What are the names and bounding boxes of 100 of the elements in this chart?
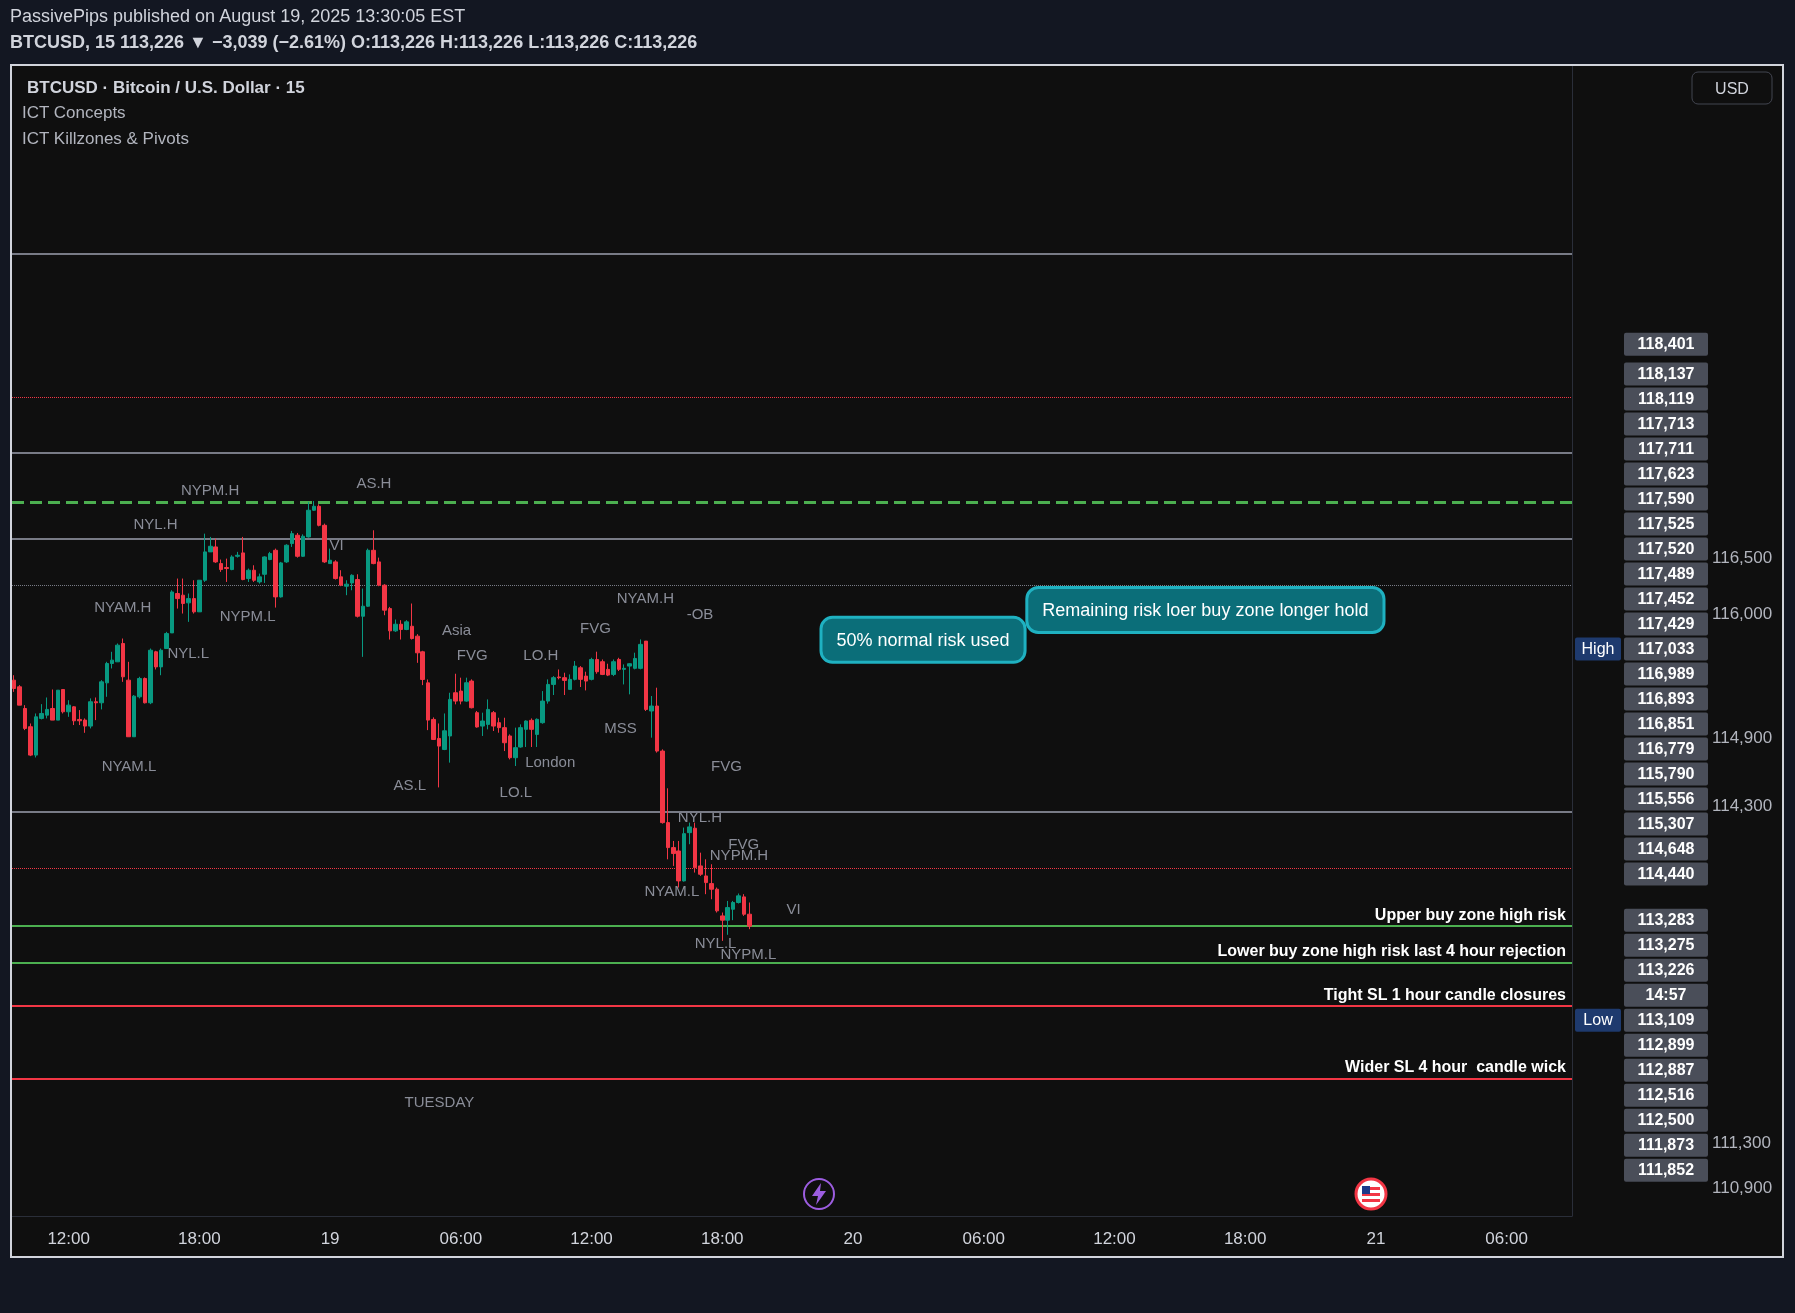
y-tick-label: 114,900: [1712, 728, 1773, 748]
text: 113,109: [1637, 1011, 1695, 1029]
candlestick: [66, 699, 71, 718]
x-tick-label: 19: [320, 1229, 340, 1248]
x-tick-label: 12:00: [1093, 1229, 1136, 1248]
x-tick-label: 21: [1366, 1229, 1386, 1248]
x-tick-label: 06:00: [1485, 1229, 1528, 1248]
annotation: Asia: [442, 621, 472, 638]
annotation: VI: [786, 900, 801, 918]
text: 114,440: [1637, 865, 1695, 883]
candlestick: [469, 678, 474, 709]
text: 111,873: [1637, 1136, 1695, 1154]
annotation: AS.L: [393, 776, 427, 794]
text: 114,648: [1637, 840, 1695, 858]
candlestick: [159, 648, 163, 676]
text: 112,899: [1637, 1036, 1695, 1054]
annotation: ICT Concepts: [22, 103, 126, 122]
candlestick: [622, 663, 626, 685]
ref-line-label: Wider SL 4 hour candle wick: [1345, 1057, 1567, 1075]
text: 113,283: [1637, 911, 1695, 929]
candlestick: [126, 661, 131, 738]
x-tick-label: 12:00: [570, 1229, 613, 1248]
candlestick: [192, 579, 196, 615]
candlestick: [94, 696, 98, 721]
text: 116,989: [1637, 665, 1695, 683]
text: 116,893: [1637, 690, 1695, 708]
annotation: VI: [329, 535, 344, 553]
candlestick: [213, 538, 218, 564]
annotation: LO.H: [523, 646, 559, 664]
candlestick: [273, 548, 278, 609]
text: 118,119: [1637, 390, 1695, 408]
annotation: London: [525, 753, 576, 771]
annotation: NYAM.H: [94, 598, 152, 615]
y-axis-title: USD: [1715, 79, 1749, 97]
candlestick: [328, 548, 332, 565]
candlestick: [257, 573, 262, 585]
x-tick-label: 18:00: [178, 1229, 221, 1248]
text: 111,852: [1637, 1161, 1695, 1179]
candlestick: [617, 657, 621, 672]
annotation: MSS: [604, 718, 637, 736]
annotation: 50% normal risk used: [836, 629, 1010, 650]
annotation: NYAM.L: [644, 882, 700, 900]
annotation: NYAM.H: [616, 588, 674, 606]
candlestick: [687, 822, 692, 845]
y-tick-label: 111,300: [1712, 1133, 1771, 1153]
text: 117,713: [1637, 415, 1695, 433]
text: 117,033: [1637, 640, 1695, 658]
x-tick-label: 06:00: [439, 1229, 483, 1248]
text: 117,711: [1637, 440, 1695, 458]
x-tick-label: 18:00: [701, 1229, 744, 1248]
annotation: Remaining risk loer buy zone longer hold: [1042, 599, 1369, 620]
candlestick: [682, 827, 686, 883]
candlestick: [644, 640, 648, 712]
chart-subtitle: PassivePips published on August 19, 2025 13:30:05 EST: [10, 6, 466, 27]
candlestick: [246, 568, 251, 583]
ref-line-label: Lower buy zone high risk last 4 hour rejection: [1217, 942, 1566, 960]
candlestick: [252, 564, 256, 583]
annotation: ICT Killzones & Pivots: [22, 129, 189, 148]
text: 117,590: [1637, 490, 1695, 508]
annotation: AS.H: [356, 473, 392, 491]
ref-line-label: Tight SL 1 hour candle closures: [1323, 985, 1567, 1003]
candlestick: [50, 689, 55, 721]
annotation: FVG: [711, 756, 742, 774]
text: 118,137: [1637, 365, 1695, 383]
x-tick-label: 20: [843, 1229, 863, 1248]
text: 118,401: [1637, 335, 1695, 353]
y-tick-label: 116,500: [1712, 548, 1773, 568]
x-tick-label: 18:00: [1223, 1229, 1267, 1248]
candlestick: [344, 579, 349, 596]
annotation: NYPM.H: [180, 480, 240, 498]
text: 112,887: [1637, 1061, 1695, 1079]
annotation: NYL.L: [167, 644, 210, 661]
candlestick: [186, 593, 191, 623]
candlestick: [404, 619, 409, 631]
candlestick: [148, 648, 153, 705]
ref-line-label: Upper buy zone high risk: [1374, 905, 1567, 923]
y-tick-label: 110,900: [1712, 1178, 1773, 1198]
candlestick: [589, 657, 594, 681]
x-tick-label: 12:00: [47, 1229, 90, 1248]
text: 115,307: [1637, 815, 1695, 833]
text: 112,516: [1637, 1086, 1695, 1104]
y-tick-label: 114,300: [1712, 795, 1773, 815]
annotation: TUESDAY: [404, 1092, 475, 1110]
y-tick-label: 116,000: [1712, 604, 1773, 624]
candlestick: [295, 532, 300, 559]
text: High: [1581, 640, 1615, 658]
candlestick: [475, 710, 479, 729]
text: Low: [1583, 1011, 1614, 1029]
text: 14:57: [1645, 986, 1687, 1004]
candlestick: [611, 658, 616, 677]
candlestick: [88, 697, 93, 729]
text: 117,525: [1637, 515, 1695, 533]
text: 117,623: [1637, 465, 1695, 483]
candlestick: [121, 638, 125, 683]
text: 117,429: [1637, 615, 1695, 633]
candlestick: [464, 677, 469, 703]
candlestick: [399, 619, 403, 641]
candlestick: [154, 650, 158, 670]
text: 113,226: [1637, 961, 1695, 979]
text: 112,500: [1637, 1111, 1695, 1129]
